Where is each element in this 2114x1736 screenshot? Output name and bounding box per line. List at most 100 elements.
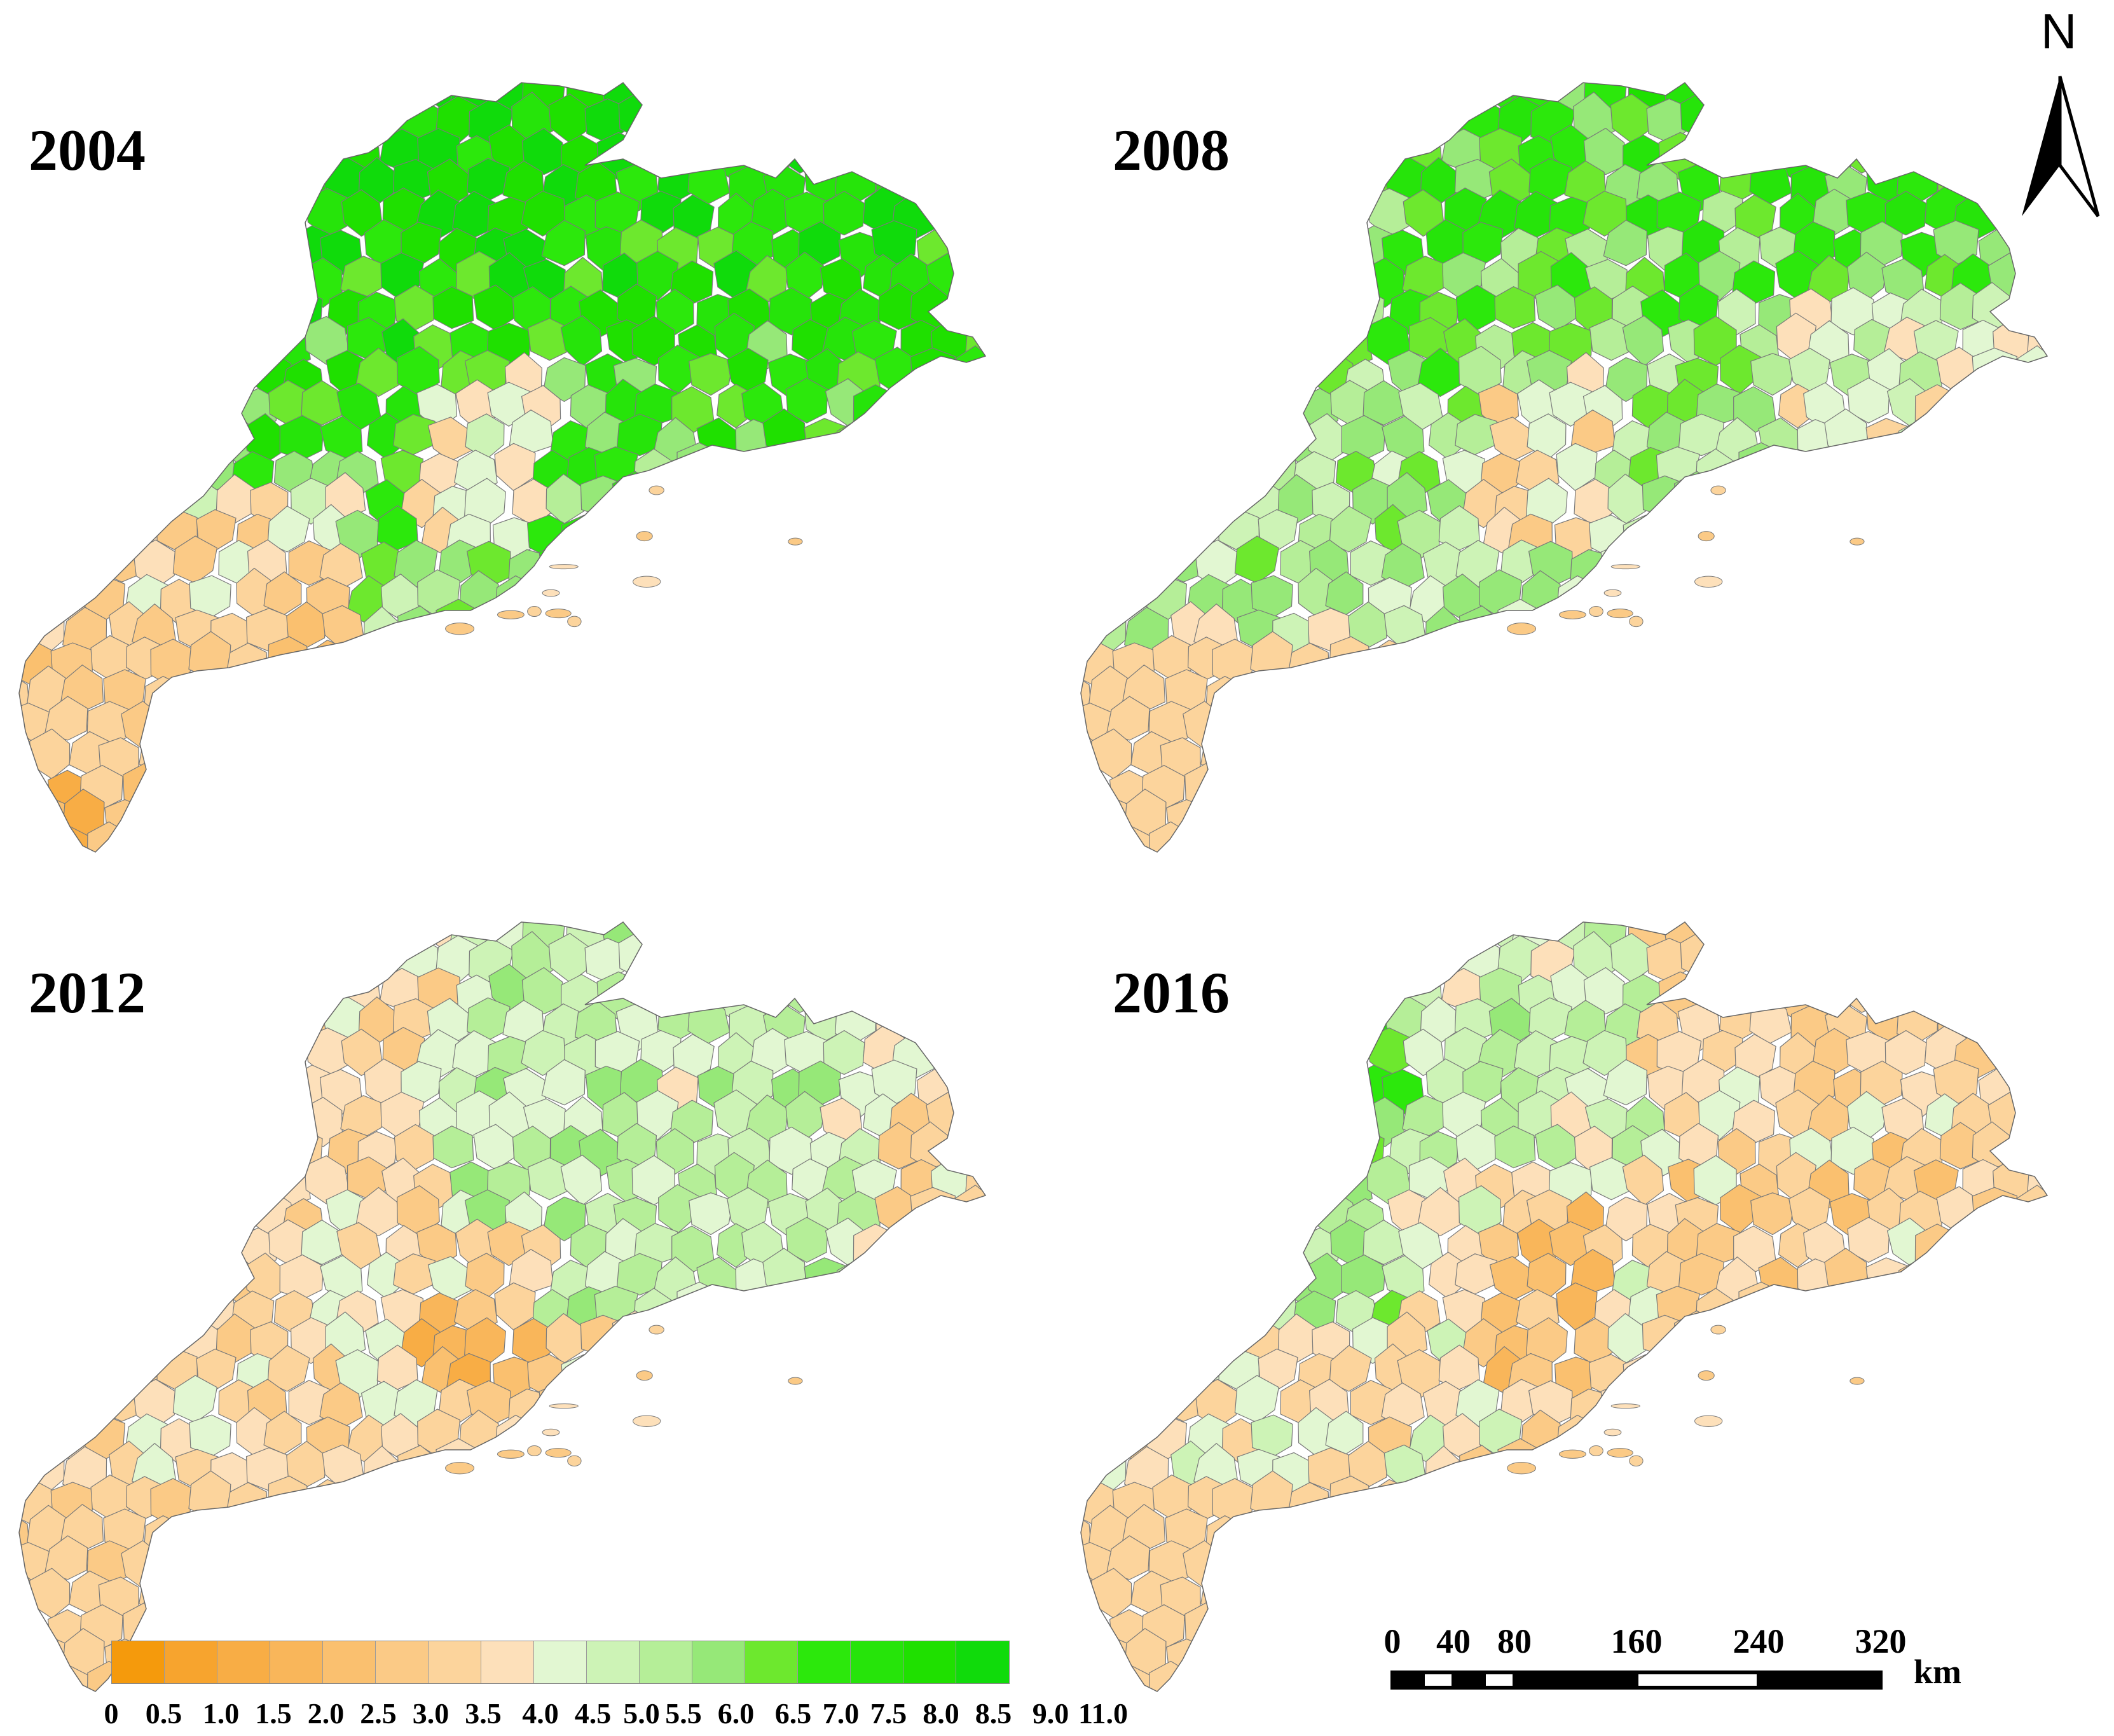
- county-region: [1738, 1281, 1784, 1325]
- county-region: [616, 1253, 662, 1296]
- island: [497, 610, 525, 619]
- legend-swatch: [534, 1641, 587, 1683]
- island: [542, 1428, 560, 1436]
- island: [1694, 575, 1723, 588]
- map-panel-2012: [13, 897, 1055, 1730]
- island: [1558, 610, 1586, 619]
- island: [445, 1462, 475, 1475]
- island: [649, 485, 664, 495]
- county-region: [1329, 1345, 1372, 1392]
- legend-swatch: [270, 1641, 323, 1683]
- county-region: [769, 287, 814, 336]
- county-region: [769, 1126, 814, 1175]
- island: [1610, 564, 1640, 570]
- scale-bar: 0 40 80 160 240 320 km: [1373, 1622, 2009, 1711]
- county-region: [561, 1354, 606, 1402]
- panel-year-2016: 2016: [1113, 960, 1230, 1025]
- county-region: [432, 1126, 474, 1169]
- panel-year-2008: 2008: [1113, 118, 1230, 183]
- island: [1629, 1455, 1644, 1467]
- county-region: [1582, 1030, 1628, 1076]
- county-region: [1972, 347, 2018, 392]
- island: [1589, 606, 1603, 617]
- island: [1507, 1462, 1537, 1475]
- county-region: [341, 189, 383, 237]
- county-region: [804, 418, 847, 460]
- province-outline: [1080, 82, 2049, 853]
- island: [567, 616, 582, 628]
- province-outline: [18, 82, 987, 853]
- county-region: [785, 1216, 828, 1263]
- island: [788, 1377, 803, 1385]
- island: [636, 1370, 653, 1381]
- legend-swatch: [640, 1641, 692, 1683]
- legend-tick-label: 6.5: [774, 1697, 812, 1730]
- island: [1850, 537, 1865, 546]
- island: [1507, 623, 1537, 635]
- county-region: [673, 968, 719, 1015]
- legend-swatch: [851, 1641, 903, 1683]
- scale-bar-segment: [1452, 1671, 1486, 1690]
- county-region: [267, 1345, 310, 1392]
- county-region: [541, 1059, 586, 1106]
- province-outline: [18, 921, 987, 1692]
- legend-tick-label: 3.0: [412, 1697, 450, 1730]
- legend-color-bar: [111, 1641, 1010, 1684]
- legend-swatch: [112, 1641, 165, 1683]
- county-region: [1865, 418, 1909, 460]
- island: [445, 623, 475, 635]
- legend-swatch: [587, 1641, 640, 1683]
- county-region: [1830, 1126, 1876, 1175]
- county-region: [1678, 413, 1724, 457]
- county-region: [1738, 442, 1784, 486]
- county-region: [48, 1665, 93, 1691]
- island: [1710, 1325, 1726, 1335]
- county-region: [308, 639, 350, 685]
- legend-tick-label: 0.5: [145, 1697, 182, 1730]
- county-region: [521, 190, 566, 237]
- county-region: [1369, 639, 1411, 685]
- county-region: [2026, 320, 2047, 369]
- island: [1603, 589, 1622, 597]
- scale-bar-label: 40: [1436, 1622, 1471, 1660]
- legend-tick-label: 5.0: [623, 1697, 660, 1730]
- county-region: [1972, 1187, 2018, 1231]
- island: [788, 537, 803, 546]
- legend-tick-label: 3.5: [465, 1697, 502, 1730]
- scale-bar-segment: [1390, 1671, 1425, 1690]
- county-region: [541, 219, 586, 266]
- island: [1710, 485, 1726, 495]
- scale-bar-label: 0: [1383, 1622, 1401, 1660]
- county-region: [1403, 1028, 1445, 1077]
- county-region: [1830, 287, 1876, 336]
- island: [1558, 1449, 1586, 1459]
- county-region: [341, 1028, 383, 1077]
- county-region: [45, 696, 88, 741]
- legend-tick-label: 0: [104, 1697, 119, 1730]
- county-region: [561, 514, 606, 563]
- county-region: [45, 1535, 88, 1580]
- county-region: [676, 1281, 722, 1325]
- legend-tick-label: 2.0: [307, 1697, 345, 1730]
- county-region: [1847, 377, 1890, 424]
- county-region: [1847, 1216, 1890, 1263]
- county-region: [1489, 1256, 1534, 1301]
- scale-bar-segment: [1635, 1671, 1761, 1690]
- county-region: [616, 413, 662, 457]
- panel-year-2004: 2004: [29, 118, 146, 183]
- county-region: [964, 320, 985, 369]
- legend-tick-label: 5.5: [665, 1697, 702, 1730]
- county-region: [1623, 514, 1668, 563]
- legend-tick-label: 7.5: [870, 1697, 907, 1730]
- county-region: [521, 967, 565, 1015]
- county-region: [1698, 1090, 1741, 1141]
- county-region: [1494, 286, 1536, 329]
- island: [649, 1325, 664, 1335]
- island: [1850, 1377, 1865, 1385]
- island: [1694, 1415, 1723, 1428]
- province-outline: [1080, 921, 2049, 1692]
- legend-swatch: [956, 1641, 1009, 1683]
- county-region: [636, 1090, 679, 1141]
- county-region: [2026, 1160, 2047, 1208]
- legend-tick-label: 1.0: [202, 1697, 240, 1730]
